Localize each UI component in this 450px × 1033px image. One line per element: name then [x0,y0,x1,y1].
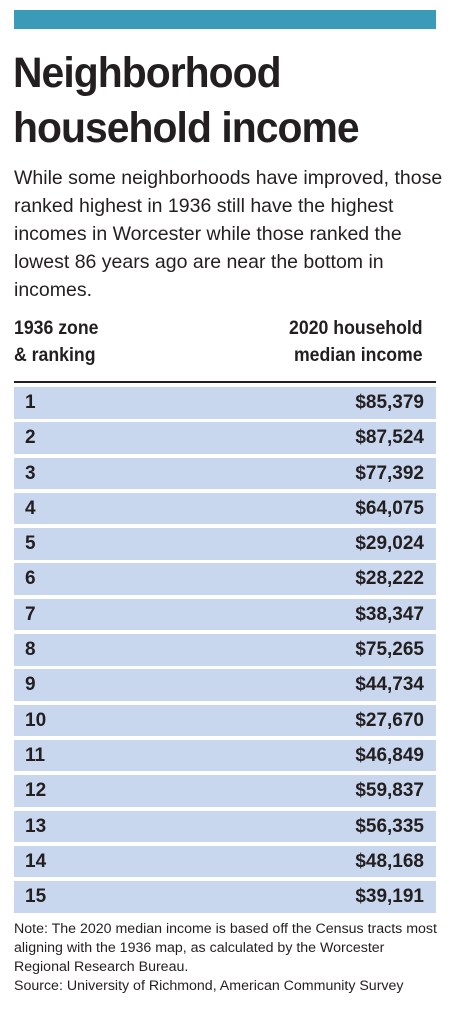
zone-ranking: 6 [25,568,36,590]
zone-ranking: 10 [25,709,47,731]
median-income: $27,670 [355,709,424,731]
column-header-income-line-2: median income [294,345,423,366]
table-row: 4 $64,075 [14,492,436,525]
zone-ranking: 11 [25,744,46,766]
zone-ranking: 4 [25,497,36,519]
median-income: $28,222 [355,568,424,590]
title-line-1: Neighborhood [13,49,282,97]
income-table: 1 $85,379 2 $87,524 3 $77,392 4 $64,075 … [14,387,436,916]
subtitle: While some neighborhoods have improved, … [14,167,443,301]
median-income: $85,379 [355,392,424,413]
footnote: Note: The 2020 median income is based of… [14,921,437,975]
median-income: $39,191 [355,886,424,908]
page-title: Neighborhood household income [13,46,422,156]
table-row: 10 $27,670 [14,704,436,737]
column-header-zone-line-2: & ranking [14,345,96,366]
median-income: $29,024 [355,533,424,555]
zone-ranking: 15 [25,886,47,908]
median-income: $59,837 [355,780,424,802]
table-row: 9 $44,734 [14,669,436,701]
column-header-zone-line-1: 1936 zone [14,318,99,339]
zone-ranking: 12 [25,780,47,802]
median-income: $77,392 [355,462,424,484]
table-row: 2 $87,524 [14,422,436,454]
table-row: 5 $29,024 [14,528,436,560]
median-income: $64,075 [355,497,424,519]
header-divider [14,381,436,383]
zone-ranking: 3 [25,462,36,484]
median-income: $38,347 [355,603,424,625]
title-line-2: household income [13,104,360,152]
zone-ranking: 13 [25,815,47,837]
median-income: $87,524 [355,427,424,449]
median-income: $44,734 [355,674,424,696]
median-income: $48,168 [355,850,424,872]
table-row: 13 $56,335 [14,810,436,843]
zone-ranking: 5 [25,533,36,555]
median-income: $46,849 [355,744,424,766]
table-row: 12 $59,837 [14,775,436,807]
median-income: $75,265 [355,639,424,661]
accent-bar [14,10,436,29]
column-header-income-line-1: 2020 household [289,318,423,339]
source-line: Source: University of Richmond, American… [14,978,404,994]
table-row: 11 $46,849 [14,739,436,772]
zone-ranking: 9 [25,674,36,696]
table-row: 8 $75,265 [14,634,436,666]
zone-ranking: 1 [25,392,36,413]
table-row: 14 $48,168 [14,845,436,878]
column-header-zone: 1936 zone & ranking [14,315,98,369]
zone-ranking: 14 [25,850,47,872]
table-row: 7 $38,347 [14,598,436,631]
zone-ranking: 2 [25,427,36,449]
table-row: 1 $85,379 [14,387,436,419]
zone-ranking: 8 [25,639,36,661]
column-header-income: 2020 household median income [289,315,423,369]
table-row: 3 $77,392 [14,457,436,490]
table-row: 6 $28,222 [14,563,436,595]
zone-ranking: 7 [25,603,36,625]
table-row: 15 $39,191 [14,881,436,913]
median-income: $56,335 [355,815,424,837]
